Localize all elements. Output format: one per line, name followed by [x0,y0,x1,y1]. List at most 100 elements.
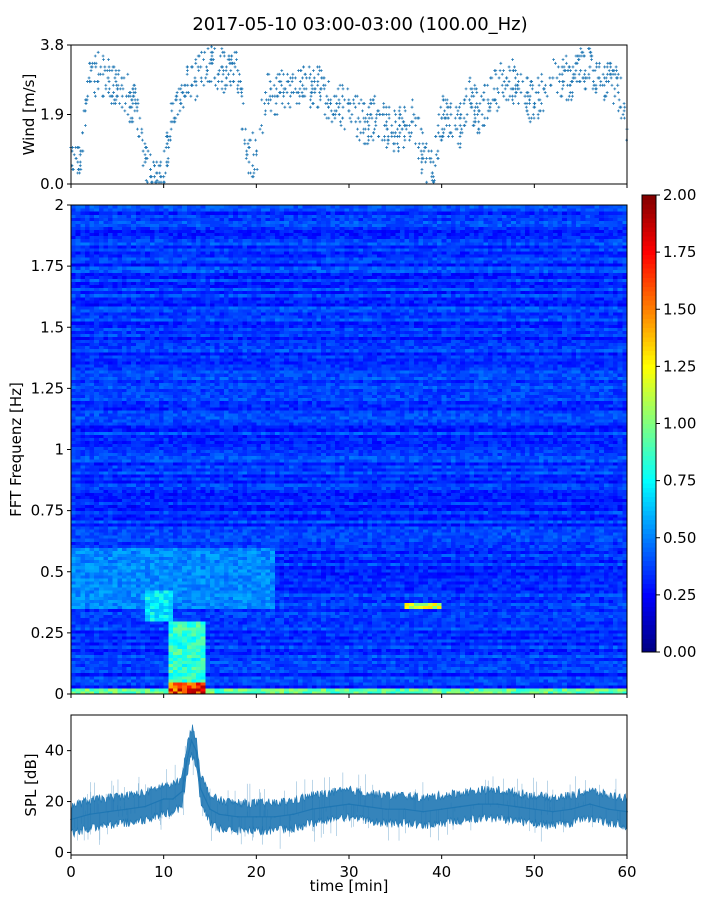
spectrogram-cell [80,428,86,432]
spectrogram-cell [84,473,91,478]
wind-point [508,94,512,98]
wind-point [91,61,94,65]
wind-point [598,61,601,65]
wind-point [332,94,336,98]
spectrogram-cell [89,333,95,338]
wind-point [566,98,570,102]
wind-point [436,124,440,127]
spectrogram-cell [75,250,81,255]
spectrogram-cell [71,211,77,215]
wind-point [604,76,608,80]
spectrogram-cell [75,458,81,463]
spectrogram-cell [80,571,86,576]
wind-point [315,105,319,109]
wind-point [528,94,532,98]
spectrogram-cell [71,480,77,484]
wind-point [335,102,339,105]
wind-point [130,98,133,102]
wind-point [590,58,593,62]
wind-point [288,94,292,98]
wind-point [502,69,505,73]
wind-point [611,69,615,73]
wind-point [618,105,622,109]
spectrogram-cell [89,602,95,606]
spectrogram-cell [71,363,77,368]
spectrogram-cell [71,645,77,649]
spectrogram-cell [75,495,81,499]
spectrogram-cell [75,684,81,689]
wind-point [528,120,532,124]
wind-point [555,76,559,80]
spectrogram-cell [80,528,86,533]
wind-point [601,83,605,87]
spectrogram-cell [89,651,95,655]
spectrogram-cell [84,437,91,441]
spectrogram-cell [75,211,81,215]
spectrogram-cell [75,675,81,680]
wind-point [318,98,322,102]
wind-point [148,153,152,157]
spectrogram-cell [80,400,86,405]
wind-point [537,98,541,102]
spectrogram-cell [84,675,91,680]
wind-point [312,87,316,91]
wind-point [505,76,509,80]
wind-point [460,127,464,131]
spectrogram-cell [89,467,95,472]
spectrogram-cell [80,379,86,383]
wind-point [380,138,384,142]
wind-point [93,94,97,98]
spectrogram-cell [75,229,81,234]
wind-point [482,98,486,102]
wind-point [614,65,618,69]
wind-point [371,138,375,142]
wind-point [423,146,427,149]
wind-point [579,69,583,73]
spectrogram-cell [71,415,77,420]
wind-point [425,156,428,160]
wind-point [374,116,378,120]
wind-point [513,94,517,98]
spectrogram-cell [84,608,91,613]
spectrogram-cell [71,550,77,555]
spectrogram-cell [71,406,77,411]
spectrogram-cell [84,409,91,414]
spectrogram-cell [80,525,86,530]
wind-point [93,54,97,58]
spectrogram-cell [80,260,86,264]
spectrogram-cell [84,681,91,686]
spectrogram-cell [75,593,81,597]
wind-point [530,87,534,91]
wind-point [493,69,497,73]
wind-point [133,83,137,87]
spectrogram-cell [89,302,95,307]
spectrogram-cell [75,571,81,576]
wind-point [348,116,352,120]
wind-point [616,91,620,94]
wind-point [182,83,186,87]
spectrogram-cell [84,241,91,246]
wind-point [457,105,461,109]
spectrogram-cell [84,632,91,637]
wind-point [367,138,371,142]
wind-point [473,116,477,120]
wind-point [551,76,555,80]
spectrogram-cell [71,354,77,359]
wind-point [605,91,609,94]
wind-point [372,102,376,105]
wind-point [562,80,566,83]
wind-point [126,113,130,116]
wind-point [443,109,447,113]
spectrogram-cell [71,357,77,362]
spectrogram-cell [80,382,86,386]
wind-point [592,83,596,87]
spectrogram-cell [80,394,86,399]
spectrogram-cell [89,617,95,622]
wind-point [89,80,93,83]
wind-point [186,91,190,94]
wind-point [432,180,436,184]
spectrogram-cell [89,678,95,683]
wind-point [258,127,262,131]
spectrogram-cell [84,318,91,322]
spectrogram-cell [80,431,86,435]
